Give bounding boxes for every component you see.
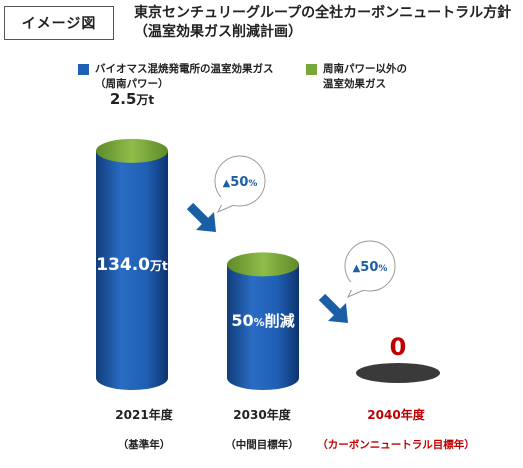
bubble-2040-tail-cover: [350, 282, 364, 290]
x-label-2030-year: 2030年度: [233, 408, 291, 422]
legend-swatch-biomass: [78, 64, 89, 75]
legend-label-other: 周南パワー以外の 温室効果ガス: [323, 63, 407, 90]
arrow-2040-shaft: [318, 293, 343, 318]
label-zero-2040: 0: [390, 333, 407, 361]
bar-biomass-1: [227, 264, 299, 390]
x-label-2040-year: 2040年度: [367, 408, 425, 422]
chart-area: 2.5万t 134.0万t 50%削減 0 ▲50% ▲50%: [96, 90, 440, 390]
bubble-2030: [214, 155, 266, 207]
arrow-2030-head: [196, 212, 216, 232]
bubble-2040: [344, 240, 396, 292]
legend-item-biomass: バイオマス混焼発電所の温室効果ガス （周南パワー）: [78, 62, 278, 92]
label-biomass-2021: 134.0万t: [96, 255, 168, 275]
legend-item-other: 周南パワー以外の 温室効果ガス: [306, 62, 506, 92]
bar-other-top-1: [227, 252, 299, 277]
bubble-2030-text: ▲50%: [223, 175, 258, 190]
legend-label-biomass: バイオマス混焼発電所の温室効果ガス （周南パワー）: [95, 63, 274, 90]
arrow-2040-head: [328, 303, 348, 323]
bar-biomass-0: [96, 150, 168, 390]
legend-swatch-other: [306, 64, 317, 75]
image-tag: イメージ図: [4, 6, 114, 40]
bar-zero-2040: [356, 363, 440, 383]
x-label-2040: 2040年度 （カーボンニュートラル目標年）: [306, 393, 486, 468]
chart-title: 東京センチュリーグループの全社カーボンニュートラル方針 （温室効果ガス削減計画）: [134, 5, 512, 40]
bubble-2030-tail-cover: [220, 197, 234, 205]
arrow-2030-shaft: [186, 202, 211, 227]
bubble-2040-text: ▲50%: [353, 260, 388, 275]
x-label-2040-sub: （カーボンニュートラル目標年）: [317, 439, 475, 451]
x-label-2021-year: 2021年度: [115, 408, 173, 422]
bar-other-top-0: [96, 138, 168, 163]
label-other-2021: 2.5万t: [110, 90, 155, 108]
label-reduction-2030: 50%削減: [231, 311, 294, 330]
